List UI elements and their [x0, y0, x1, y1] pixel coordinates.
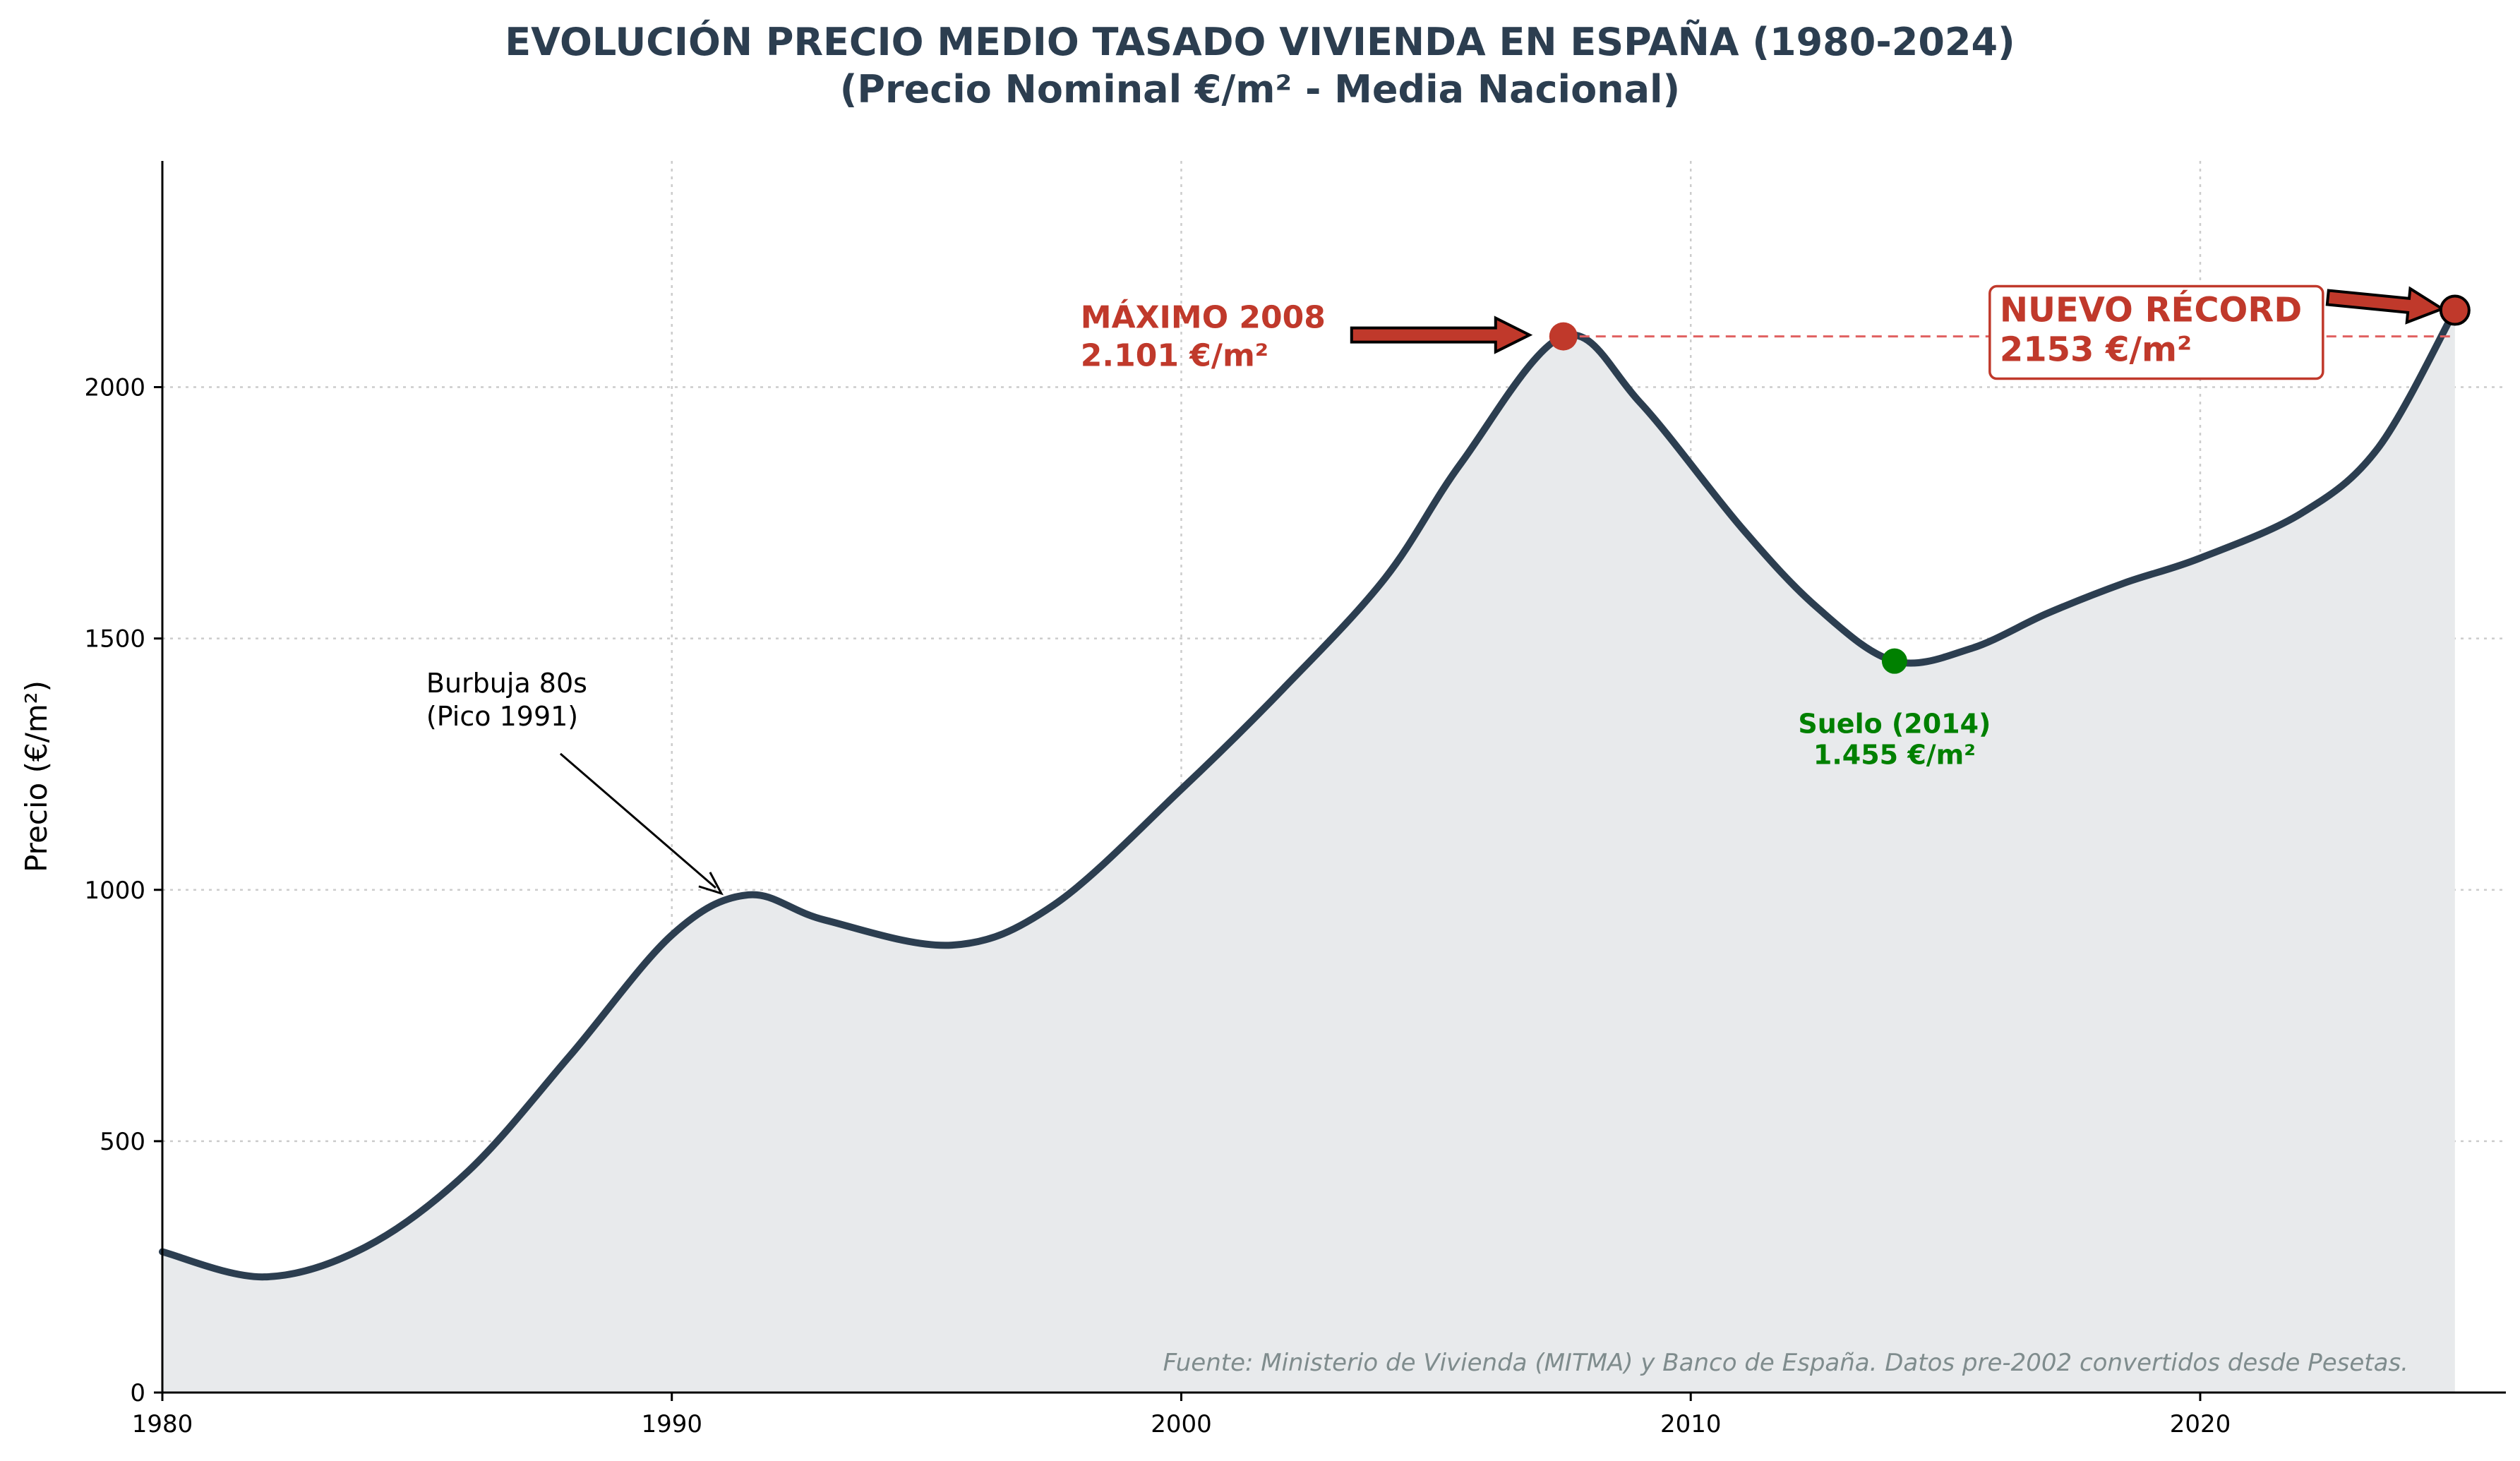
- record-point: [2439, 294, 2471, 326]
- series-line: [159, 306, 2459, 1281]
- y-tick-label: 1500: [84, 625, 145, 654]
- y-tick-label: 2000: [84, 374, 145, 402]
- y-tick-label: 0: [130, 1379, 145, 1407]
- chart-subtitle: (Precio Nominal €/m² - Media Nacional): [840, 67, 1681, 112]
- record-label: NUEVO RÉCORD: [2000, 290, 2302, 330]
- x-tick-label: 2020: [2170, 1410, 2231, 1438]
- min-value: 1.455 €/m²: [1813, 740, 1976, 771]
- y-tick-label: 1000: [84, 877, 145, 905]
- x-tick-label: 2000: [1151, 1410, 1212, 1438]
- record-value: 2153 €/m²: [2000, 330, 2192, 370]
- chart-title: EVOLUCIÓN PRECIO MEDIO TASADO VIVIENDA E…: [505, 20, 2015, 64]
- x-tick-label: 2010: [1660, 1410, 1722, 1438]
- y-axis-title: Precio (€/m²): [19, 680, 54, 872]
- bubble-arrow-line: [559, 752, 716, 889]
- axes: 1980 1990 2000 2010 2020 0 500 1000 1500 2000: [84, 161, 2506, 1438]
- max-arrow: [1350, 315, 1533, 354]
- max-value: 2.101 €/m²: [1081, 338, 1268, 374]
- min-label: Suelo (2014): [1798, 709, 1991, 740]
- max-point: [1549, 322, 1578, 351]
- x-tick-label: 1990: [641, 1410, 702, 1438]
- series-area: [159, 306, 2459, 1393]
- record-box: [1988, 284, 2324, 380]
- area-fill: [162, 310, 2455, 1393]
- bubble-label: Burbuja 80s: [426, 668, 587, 699]
- bubble-arrow-head: [698, 872, 724, 896]
- bubble-sublabel: (Pico 1991): [426, 701, 578, 732]
- y-tick-label: 500: [100, 1128, 145, 1156]
- x-tick-label: 1980: [132, 1410, 193, 1438]
- min-point: [1881, 648, 1907, 674]
- source-note: Fuente: Ministerio de Vivienda (MITMA) y…: [1163, 1349, 2408, 1377]
- max-label: MÁXIMO 2008: [1081, 299, 1326, 336]
- record-arrow: [2325, 286, 2446, 325]
